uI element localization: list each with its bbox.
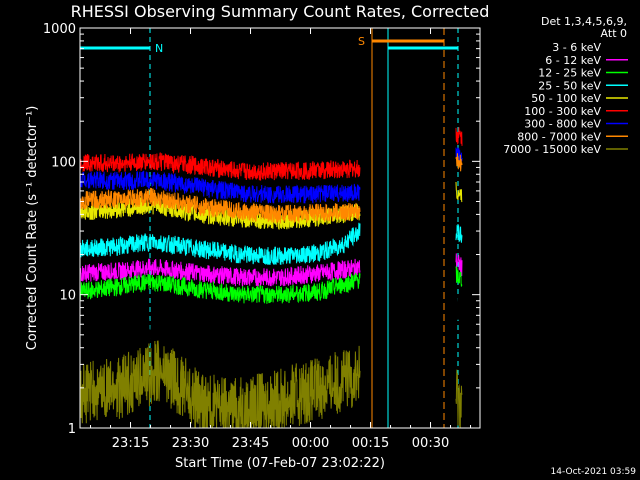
series-line-0-1 (455, 296, 463, 323)
series-line-5-1 (455, 127, 463, 146)
legend-label-4: 50 - 100 keV (531, 92, 601, 105)
legend-label-7: 800 - 7000 keV (517, 130, 601, 143)
x-tick-label-5: 00:30 (412, 436, 449, 451)
series-line-2-1 (455, 266, 463, 287)
legend-header-1: Att 0 (601, 27, 627, 40)
x-axis: 23:15 23:30 23:45 00:00 00:15 00:30 (90, 28, 472, 451)
series-line-5-0 (79, 152, 361, 181)
series-line-7-1 (455, 153, 463, 172)
chart-title: RHESSI Observing Summary Count Rates, Co… (71, 2, 490, 21)
saa-label: S (358, 35, 365, 48)
series-line-0-0 (79, 310, 361, 356)
x-tick-label-4: 00:15 (352, 436, 389, 451)
legend-label-5: 100 - 300 keV (524, 105, 601, 118)
series-line-8-1 (455, 369, 463, 429)
series-line-3-0 (79, 222, 361, 266)
series-line-3-1 (455, 223, 463, 243)
series-line-7-0 (79, 187, 361, 224)
series-line-1-1 (455, 253, 463, 277)
legend-label-1: 6 - 12 keV (545, 54, 601, 67)
legend-label-6: 300 - 800 keV (524, 118, 601, 131)
plot-frame (79, 27, 481, 429)
series-line-2-0 (79, 272, 361, 304)
x-axis-label: Start Time (07-Feb-07 23:02:22) (175, 456, 385, 471)
y-tick-label-0: 1 (68, 422, 76, 437)
x-tick-label-1: 23:30 (172, 436, 209, 451)
legend-label-3: 25 - 50 keV (538, 79, 601, 92)
series-line-4-1 (455, 181, 463, 203)
y-tick-label-2: 100 (51, 155, 76, 170)
y-axis-label: Corrected Count Rate (s⁻¹ detector⁻¹) (25, 106, 40, 351)
y-tick-label-3: 1000 (43, 22, 76, 37)
series-line-6-0 (79, 170, 361, 204)
series-layer (79, 127, 463, 429)
legend-header-0: Det 1,3,4,5,6,9, (541, 15, 627, 28)
legend-label-8: 7000 - 15000 keV (503, 143, 601, 156)
y-tick-label-1: 10 (59, 289, 76, 304)
y-axis: 1 10 100 1000 (43, 22, 480, 437)
x-tick-label-0: 23:15 (112, 436, 149, 451)
legend-label-0: 3 - 6 keV (552, 41, 601, 54)
legend-label-2: 12 - 25 keV (538, 67, 601, 80)
x-tick-label-3: 00:00 (292, 436, 329, 451)
series-line-8-0 (79, 340, 361, 429)
series-line-1-0 (79, 258, 361, 287)
footer-date: 14-Oct-2021 03:59 (551, 467, 637, 477)
night-label: N (155, 42, 163, 55)
x-tick-label-2: 23:45 (232, 436, 269, 451)
